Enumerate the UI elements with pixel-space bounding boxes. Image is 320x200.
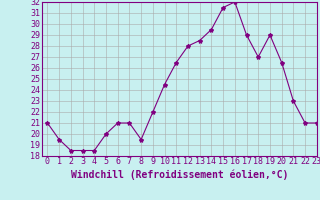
X-axis label: Windchill (Refroidissement éolien,°C): Windchill (Refroidissement éolien,°C): [70, 169, 288, 180]
